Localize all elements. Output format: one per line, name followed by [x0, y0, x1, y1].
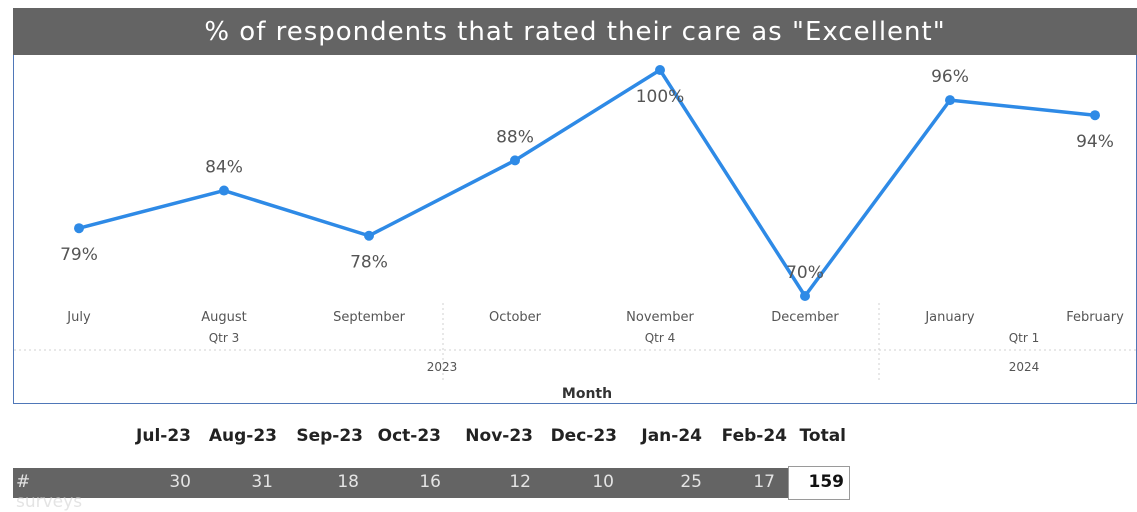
x-axis-title: Month: [562, 386, 612, 402]
x-tick-label: January: [924, 310, 975, 325]
data-point: [364, 230, 374, 241]
x-tick-label: October: [489, 310, 542, 325]
data-label: 100%: [636, 87, 685, 107]
data-label: 88%: [496, 127, 534, 147]
table-header-cell: Nov-23: [465, 426, 533, 446]
table-header-cell: Jan-24: [641, 426, 702, 446]
line-chart: 79% 84% 78% 88% 100% 70% 96% 94% July August Septe…: [14, 65, 1136, 402]
year-label: 2023: [427, 360, 458, 374]
table-header-cell: Total: [799, 426, 846, 446]
data-point: [945, 95, 955, 106]
data-label: 94%: [1076, 132, 1114, 152]
table-header-cell: Jul-23: [136, 426, 191, 446]
table-value-cell: 10: [592, 472, 614, 492]
x-tick-label: November: [626, 310, 694, 325]
chart-title: % of respondents that rated their care a…: [13, 8, 1137, 55]
quarter-label: Qtr 4: [645, 331, 676, 345]
data-point: [1090, 110, 1100, 121]
table-header-cell: Dec-23: [550, 426, 617, 446]
data-label: 96%: [931, 67, 969, 87]
table-value-cell: 30: [169, 472, 191, 492]
quarter-label: Qtr 3: [209, 331, 240, 345]
table-value-cell: 16: [419, 472, 441, 492]
table-value-cell: 17: [753, 472, 775, 492]
table-header-cell: Feb-24: [721, 426, 787, 446]
series-line: [78, 68, 1096, 298]
x-tick-label: July: [66, 310, 91, 325]
surveys-row-label: # surveys: [16, 472, 83, 512]
x-tick-label: December: [771, 310, 839, 325]
table-header-cell: Sep-23: [296, 426, 363, 446]
table-value-cell: 18: [337, 472, 359, 492]
table-value-cell: 12: [509, 472, 531, 492]
x-tick-label: February: [1066, 310, 1124, 325]
total-value: 159: [808, 472, 845, 492]
table-value-cell: 25: [680, 472, 702, 492]
quarter-label: Qtr 1: [1009, 331, 1040, 345]
table-header-cell: Oct-23: [377, 426, 441, 446]
chart-frame: 79% 84% 78% 88% 100% 70% 96% 94% July August Septe…: [13, 55, 1137, 404]
table-value-cell: 31: [251, 472, 273, 492]
data-label: 70%: [786, 263, 824, 283]
data-label: 78%: [350, 253, 388, 273]
data-point: [510, 155, 520, 166]
data-label: 84%: [205, 158, 243, 178]
data-point: [800, 291, 810, 301]
data-point: [219, 185, 229, 196]
year-label: 2024: [1009, 360, 1040, 374]
table-header-cell: Aug-23: [208, 426, 277, 446]
data-label: 79%: [60, 245, 98, 265]
x-tick-label: September: [333, 310, 406, 325]
data-point: [655, 65, 665, 75]
data-point: [74, 223, 84, 234]
x-tick-label: August: [201, 310, 247, 325]
surveys-row-band: [13, 468, 788, 498]
